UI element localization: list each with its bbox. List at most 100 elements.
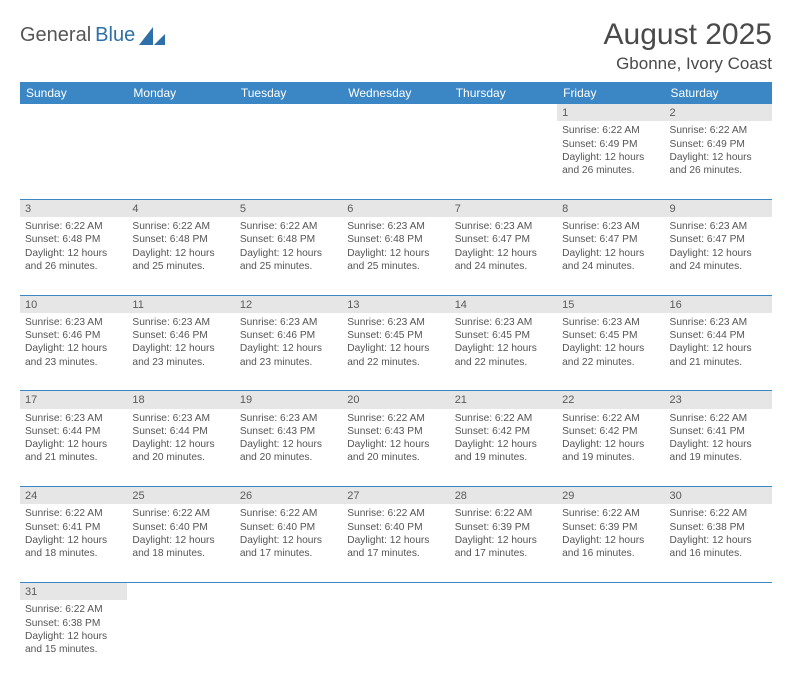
sunset-text: Sunset: 6:46 PM — [25, 329, 122, 342]
sunrise-text: Sunrise: 6:22 AM — [25, 220, 122, 233]
daylight-text-2: and 16 minutes. — [670, 547, 767, 560]
daylight-text-1: Daylight: 12 hours — [347, 342, 444, 355]
day-detail-cell: Sunrise: 6:23 AMSunset: 6:44 PMDaylight:… — [20, 409, 127, 487]
daylight-text-1: Daylight: 12 hours — [562, 151, 659, 164]
sunrise-text: Sunrise: 6:22 AM — [670, 412, 767, 425]
day-detail-cell: Sunrise: 6:22 AMSunset: 6:41 PMDaylight:… — [665, 409, 772, 487]
daylight-text-1: Daylight: 12 hours — [240, 534, 337, 547]
sunset-text: Sunset: 6:41 PM — [25, 521, 122, 534]
sunset-text: Sunset: 6:47 PM — [562, 233, 659, 246]
day-detail-cell: Sunrise: 6:22 AMSunset: 6:48 PMDaylight:… — [235, 217, 342, 295]
day-number-cell — [235, 582, 342, 600]
day-content-row: Sunrise: 6:22 AMSunset: 6:41 PMDaylight:… — [20, 504, 772, 582]
daylight-text-1: Daylight: 12 hours — [670, 342, 767, 355]
daylight-text-2: and 17 minutes. — [240, 547, 337, 560]
day-detail-cell: Sunrise: 6:22 AMSunset: 6:48 PMDaylight:… — [20, 217, 127, 295]
day-number-cell: 18 — [127, 391, 234, 409]
day-detail-cell: Sunrise: 6:23 AMSunset: 6:43 PMDaylight:… — [235, 409, 342, 487]
sunrise-text: Sunrise: 6:23 AM — [670, 316, 767, 329]
sunset-text: Sunset: 6:47 PM — [670, 233, 767, 246]
day-detail-cell: Sunrise: 6:22 AMSunset: 6:42 PMDaylight:… — [557, 409, 664, 487]
day-detail-cell: Sunrise: 6:23 AMSunset: 6:44 PMDaylight:… — [127, 409, 234, 487]
daylight-text-2: and 22 minutes. — [455, 356, 552, 369]
daylight-text-2: and 24 minutes. — [670, 260, 767, 273]
logo: GeneralBlue — [20, 18, 165, 47]
day-detail-cell: Sunrise: 6:23 AMSunset: 6:47 PMDaylight:… — [450, 217, 557, 295]
sunrise-text: Sunrise: 6:23 AM — [132, 316, 229, 329]
daylight-text-2: and 20 minutes. — [347, 451, 444, 464]
day-detail-cell: Sunrise: 6:23 AMSunset: 6:45 PMDaylight:… — [342, 313, 449, 391]
daynum-row: 17181920212223 — [20, 391, 772, 409]
daylight-text-2: and 17 minutes. — [347, 547, 444, 560]
day-number-cell — [127, 582, 234, 600]
daynum-row: 12 — [20, 104, 772, 121]
daylight-text-1: Daylight: 12 hours — [347, 534, 444, 547]
sunrise-text: Sunrise: 6:23 AM — [455, 316, 552, 329]
daylight-text-1: Daylight: 12 hours — [670, 151, 767, 164]
sunrise-text: Sunrise: 6:22 AM — [562, 507, 659, 520]
sunrise-text: Sunrise: 6:22 AM — [25, 507, 122, 520]
sunrise-text: Sunrise: 6:22 AM — [670, 507, 767, 520]
day-number-cell — [342, 104, 449, 121]
day-number-cell: 11 — [127, 295, 234, 313]
day-number-cell: 1 — [557, 104, 664, 121]
day-number-cell: 31 — [20, 582, 127, 600]
day-detail-cell: Sunrise: 6:23 AMSunset: 6:46 PMDaylight:… — [127, 313, 234, 391]
day-detail-cell: Sunrise: 6:23 AMSunset: 6:45 PMDaylight:… — [450, 313, 557, 391]
sunset-text: Sunset: 6:48 PM — [132, 233, 229, 246]
calendar-table: Sunday Monday Tuesday Wednesday Thursday… — [20, 82, 772, 678]
sunrise-text: Sunrise: 6:22 AM — [562, 412, 659, 425]
day-detail-cell: Sunrise: 6:23 AMSunset: 6:44 PMDaylight:… — [665, 313, 772, 391]
sunrise-text: Sunrise: 6:23 AM — [455, 220, 552, 233]
day-detail-cell: Sunrise: 6:22 AMSunset: 6:43 PMDaylight:… — [342, 409, 449, 487]
daylight-text-2: and 25 minutes. — [240, 260, 337, 273]
day-number-cell: 6 — [342, 199, 449, 217]
day-number-cell: 10 — [20, 295, 127, 313]
daylight-text-2: and 18 minutes. — [25, 547, 122, 560]
daylight-text-1: Daylight: 12 hours — [132, 247, 229, 260]
sunset-text: Sunset: 6:47 PM — [455, 233, 552, 246]
day-number-cell: 23 — [665, 391, 772, 409]
day-number-cell: 9 — [665, 199, 772, 217]
daylight-text-1: Daylight: 12 hours — [132, 342, 229, 355]
day-number-cell: 21 — [450, 391, 557, 409]
sunset-text: Sunset: 6:48 PM — [25, 233, 122, 246]
daylight-text-1: Daylight: 12 hours — [562, 247, 659, 260]
daylight-text-1: Daylight: 12 hours — [562, 534, 659, 547]
sunrise-text: Sunrise: 6:23 AM — [25, 412, 122, 425]
col-thursday: Thursday — [450, 82, 557, 104]
daylight-text-1: Daylight: 12 hours — [455, 534, 552, 547]
daylight-text-2: and 15 minutes. — [25, 643, 122, 656]
daylight-text-2: and 26 minutes. — [562, 164, 659, 177]
location-subtitle: Gbonne, Ivory Coast — [604, 54, 772, 74]
col-saturday: Saturday — [665, 82, 772, 104]
sunset-text: Sunset: 6:44 PM — [670, 329, 767, 342]
day-number-cell: 12 — [235, 295, 342, 313]
col-monday: Monday — [127, 82, 234, 104]
daylight-text-2: and 22 minutes. — [562, 356, 659, 369]
sunrise-text: Sunrise: 6:22 AM — [347, 507, 444, 520]
day-number-cell: 26 — [235, 487, 342, 505]
day-detail-cell — [127, 121, 234, 199]
day-detail-cell: Sunrise: 6:22 AMSunset: 6:49 PMDaylight:… — [665, 121, 772, 199]
daylight-text-2: and 19 minutes. — [455, 451, 552, 464]
day-number-cell: 8 — [557, 199, 664, 217]
day-detail-cell: Sunrise: 6:22 AMSunset: 6:49 PMDaylight:… — [557, 121, 664, 199]
sunset-text: Sunset: 6:44 PM — [132, 425, 229, 438]
day-number-cell: 5 — [235, 199, 342, 217]
day-number-cell: 29 — [557, 487, 664, 505]
weekday-header-row: Sunday Monday Tuesday Wednesday Thursday… — [20, 82, 772, 104]
day-number-cell: 7 — [450, 199, 557, 217]
daylight-text-2: and 24 minutes. — [562, 260, 659, 273]
daylight-text-1: Daylight: 12 hours — [562, 342, 659, 355]
daylight-text-2: and 23 minutes. — [25, 356, 122, 369]
day-number-cell — [342, 582, 449, 600]
day-detail-cell — [450, 121, 557, 199]
day-detail-cell: Sunrise: 6:23 AMSunset: 6:47 PMDaylight:… — [557, 217, 664, 295]
sunset-text: Sunset: 6:48 PM — [347, 233, 444, 246]
day-detail-cell: Sunrise: 6:22 AMSunset: 6:39 PMDaylight:… — [450, 504, 557, 582]
sunset-text: Sunset: 6:41 PM — [670, 425, 767, 438]
sunset-text: Sunset: 6:40 PM — [132, 521, 229, 534]
sunrise-text: Sunrise: 6:22 AM — [25, 603, 122, 616]
day-number-cell: 25 — [127, 487, 234, 505]
